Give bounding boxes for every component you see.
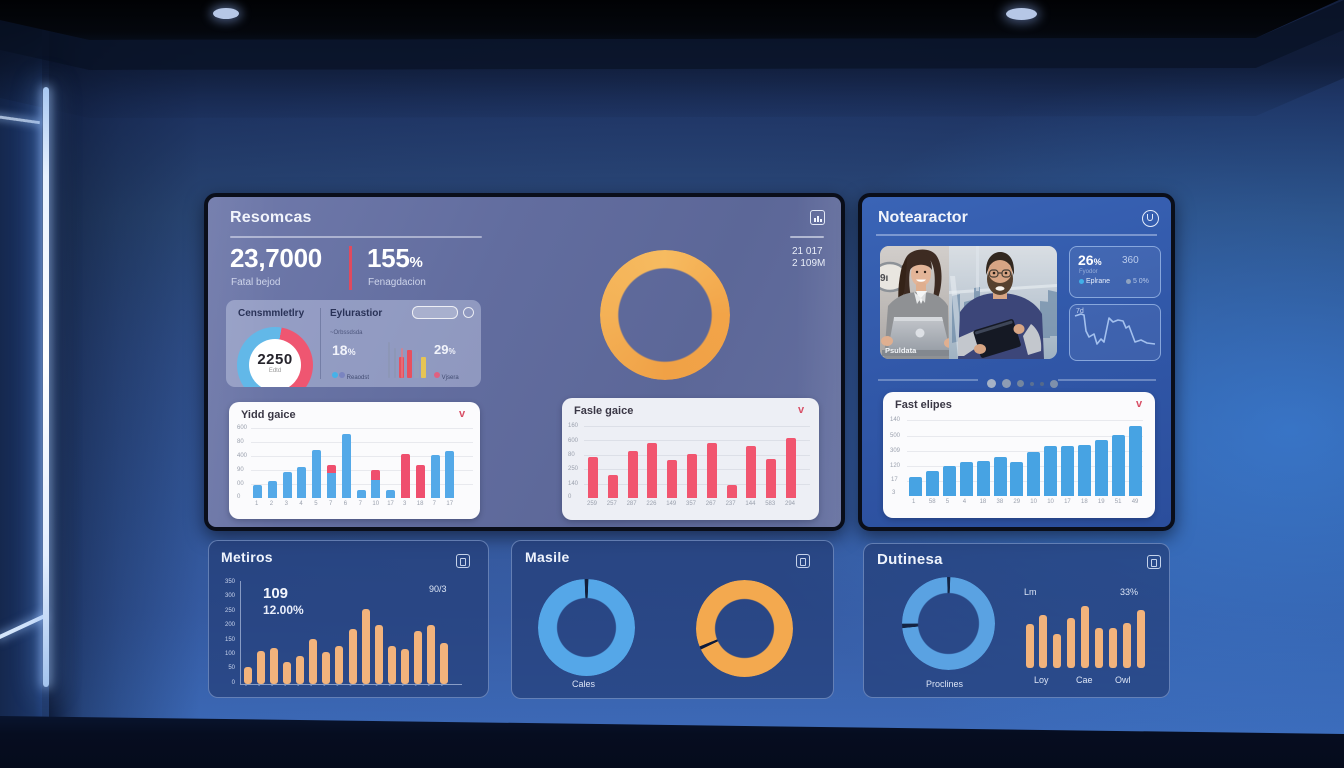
svg-text:Psuldata: Psuldata [885,346,917,355]
svg-text:9ı: 9ı [880,273,889,284]
